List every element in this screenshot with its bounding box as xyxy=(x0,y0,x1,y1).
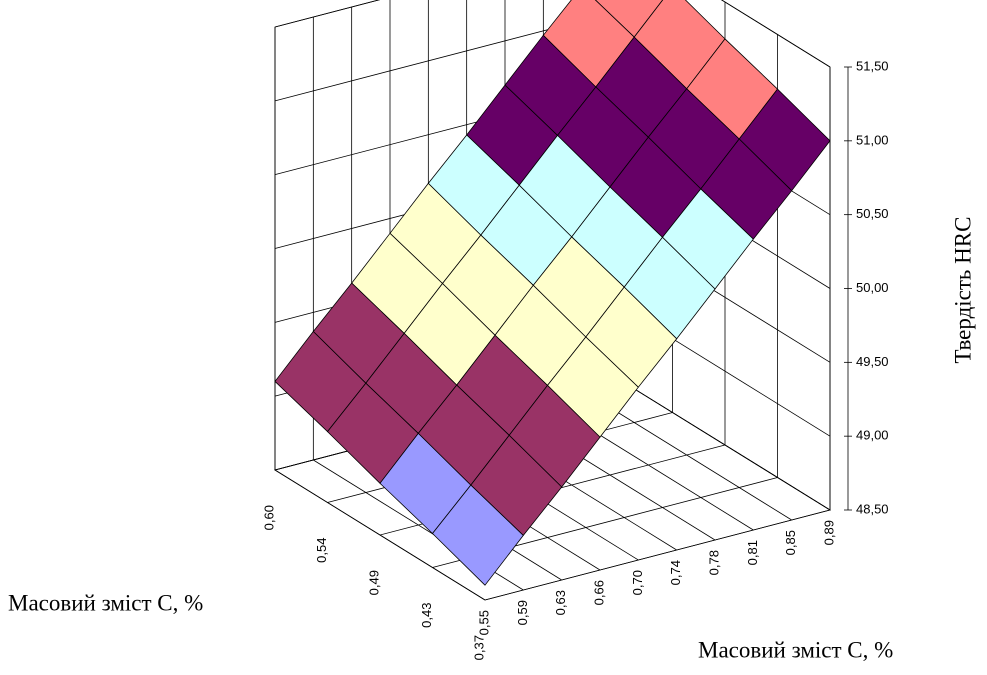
x-tick-label: 0,59 xyxy=(515,600,530,625)
z-tick-label: 50,00 xyxy=(856,280,889,295)
grid-line xyxy=(274,0,381,28)
x-tick-label: 0,85 xyxy=(783,530,798,555)
x-tick-label: 0,81 xyxy=(745,540,760,565)
y-axis-title: Масовий зміст C, % xyxy=(8,590,203,615)
z-tick-label: 51,50 xyxy=(856,58,889,73)
y-tick-label: 0,49 xyxy=(366,570,381,595)
x-tick-label: 0,74 xyxy=(668,560,683,585)
y-tick-label: 0,43 xyxy=(419,603,434,628)
y-tick-label: 0,60 xyxy=(261,505,276,530)
x-tick-label: 0,70 xyxy=(630,570,645,595)
x-tick-label: 0,78 xyxy=(706,550,721,575)
z-tick-label: 48,50 xyxy=(856,501,889,516)
x-tick-label: 0,66 xyxy=(591,580,606,605)
x-axis-title: Масовий зміст C, % xyxy=(698,637,893,662)
z-tick-label: 49,00 xyxy=(856,428,889,443)
z-tick-label: 51,00 xyxy=(856,132,889,147)
z-tick-label: 49,50 xyxy=(856,354,889,369)
y-tick-label: 0,54 xyxy=(314,538,329,563)
z-axis-title: Твердість HRC xyxy=(950,217,975,364)
x-tick-label: 0,89 xyxy=(821,520,836,545)
x-tick-label: 0,63 xyxy=(553,590,568,615)
z-tick-label: 50,50 xyxy=(856,206,889,221)
surface-cell xyxy=(431,484,524,586)
grid-line xyxy=(484,509,831,601)
x-tick-label: 0,55 xyxy=(476,610,491,635)
y-tick-label: 0,37 xyxy=(471,635,486,660)
